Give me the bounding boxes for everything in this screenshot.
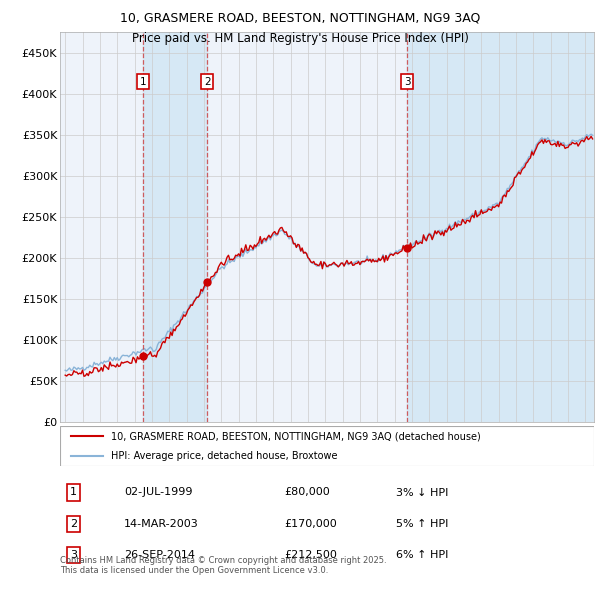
Text: 2: 2 bbox=[204, 77, 211, 87]
Text: Price paid vs. HM Land Registry's House Price Index (HPI): Price paid vs. HM Land Registry's House … bbox=[131, 32, 469, 45]
Text: 3: 3 bbox=[404, 77, 410, 87]
Text: £212,500: £212,500 bbox=[284, 550, 337, 560]
Text: £170,000: £170,000 bbox=[284, 519, 337, 529]
Text: 14-MAR-2003: 14-MAR-2003 bbox=[124, 519, 199, 529]
Text: HPI: Average price, detached house, Broxtowe: HPI: Average price, detached house, Brox… bbox=[111, 451, 337, 461]
Text: 3% ↓ HPI: 3% ↓ HPI bbox=[397, 487, 449, 497]
Text: 02-JUL-1999: 02-JUL-1999 bbox=[124, 487, 193, 497]
Text: 1: 1 bbox=[70, 487, 77, 497]
Text: 10, GRASMERE ROAD, BEESTON, NOTTINGHAM, NG9 3AQ: 10, GRASMERE ROAD, BEESTON, NOTTINGHAM, … bbox=[120, 12, 480, 25]
Text: 26-SEP-2014: 26-SEP-2014 bbox=[124, 550, 195, 560]
Bar bbox=[143, 32, 208, 422]
Bar bbox=[407, 32, 594, 422]
Text: 10, GRASMERE ROAD, BEESTON, NOTTINGHAM, NG9 3AQ (detached house): 10, GRASMERE ROAD, BEESTON, NOTTINGHAM, … bbox=[111, 431, 481, 441]
Text: 6% ↑ HPI: 6% ↑ HPI bbox=[397, 550, 449, 560]
Text: 3: 3 bbox=[70, 550, 77, 560]
FancyBboxPatch shape bbox=[60, 426, 594, 466]
Text: 2: 2 bbox=[70, 519, 77, 529]
Text: Contains HM Land Registry data © Crown copyright and database right 2025.
This d: Contains HM Land Registry data © Crown c… bbox=[60, 556, 386, 575]
Text: £80,000: £80,000 bbox=[284, 487, 330, 497]
Text: 5% ↑ HPI: 5% ↑ HPI bbox=[397, 519, 449, 529]
Text: 1: 1 bbox=[140, 77, 146, 87]
